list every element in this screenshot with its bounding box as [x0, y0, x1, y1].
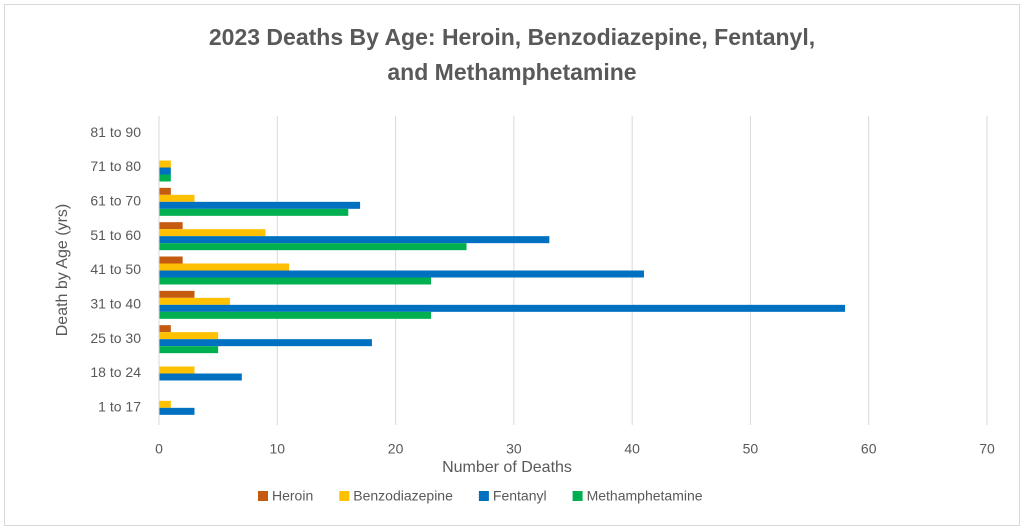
y-tick-label: 61 to 70	[90, 193, 141, 209]
y-tick-label: 31 to 40	[90, 296, 141, 312]
legend-label: Heroin	[272, 488, 313, 504]
y-tick-label: 51 to 60	[90, 227, 141, 243]
y-tick-label: 1 to 17	[98, 399, 141, 415]
x-tick-label: 0	[155, 441, 163, 457]
y-axis-label: Death by Age (yrs)	[54, 204, 71, 337]
legend-swatch	[572, 491, 583, 501]
y-tick-label: 41 to 50	[90, 261, 141, 277]
chart-title: 2023 Deaths By Age: Heroin, Benzodiazepi…	[208, 24, 816, 85]
bar	[159, 270, 644, 278]
bar	[159, 297, 230, 305]
legend-swatch	[258, 491, 268, 501]
bar	[159, 263, 290, 271]
bar	[159, 311, 432, 319]
bar	[159, 325, 171, 333]
bar	[159, 339, 372, 347]
bar	[159, 201, 361, 209]
bar	[159, 167, 171, 175]
bar	[159, 332, 219, 340]
y-tick-label: 25 to 30	[90, 330, 141, 346]
bar	[159, 277, 432, 285]
bar	[159, 174, 171, 182]
x-tick-label: 20	[388, 441, 404, 457]
frame	[4, 4, 1020, 526]
x-tick-label: 40	[624, 441, 640, 457]
x-tick-label: 50	[743, 441, 759, 457]
legend-label: Fentanyl	[493, 488, 547, 504]
legend-label: Methamphetamine	[587, 488, 703, 504]
bar	[159, 407, 195, 415]
bar	[159, 160, 171, 168]
x-tick-label: 10	[269, 441, 285, 457]
x-tick-label: 60	[861, 441, 877, 457]
bar	[159, 346, 219, 354]
legend-label: Benzodiazepine	[353, 488, 453, 504]
bar	[159, 187, 171, 195]
bar	[159, 304, 846, 312]
bar	[159, 229, 266, 237]
bar	[159, 366, 195, 374]
y-tick-label: 71 to 80	[90, 158, 141, 174]
x-tick-label: 70	[979, 441, 995, 457]
bar	[159, 373, 242, 381]
y-tick-label: 81 to 90	[90, 124, 141, 140]
bar	[159, 400, 171, 408]
bar	[159, 222, 183, 230]
bar	[159, 208, 349, 216]
y-tick-label: 18 to 24	[90, 364, 141, 380]
legend-swatch	[339, 491, 350, 501]
bar	[159, 243, 467, 251]
x-tick-label: 30	[506, 441, 522, 457]
legend-swatch	[478, 491, 489, 501]
bar	[159, 256, 183, 264]
bar	[159, 236, 550, 244]
bar	[159, 194, 195, 202]
bar	[159, 290, 195, 298]
x-axis-label: Number of Deaths	[442, 459, 572, 476]
